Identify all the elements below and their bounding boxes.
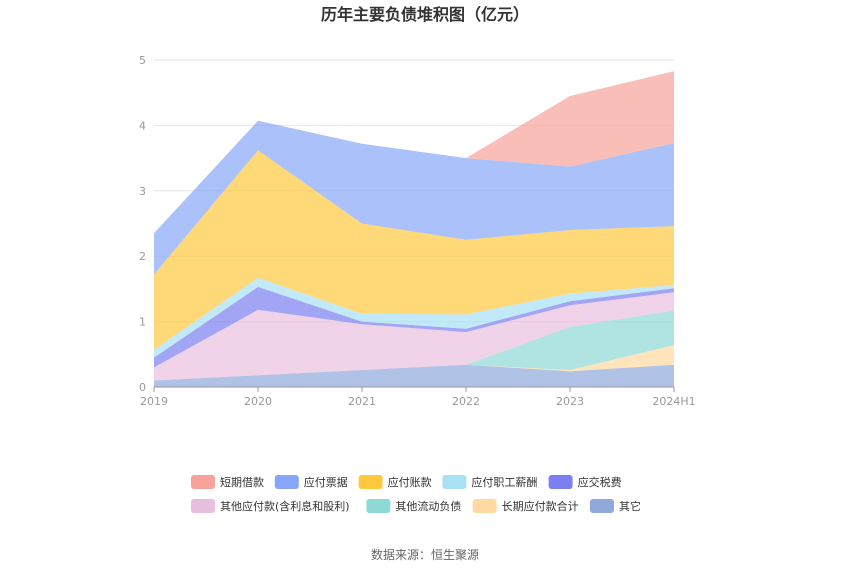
axes: 0 1 2 3 4 5 2019 2020 2021 2022 2023 2024H1: [139, 54, 696, 408]
legend-label: 其他应付款(含利息和股利): [220, 499, 350, 513]
legend-swatch: [191, 499, 215, 513]
area-series-2: [154, 310, 674, 381]
legend-label: 长期应付款合计: [502, 499, 579, 513]
legend-label: 应付账款: [388, 475, 432, 489]
legend-swatch: [358, 475, 383, 489]
legend-label: 其他流动负债: [395, 499, 461, 513]
area-series-8: [154, 71, 674, 234]
legend-label: 应付职工薪酬: [471, 475, 537, 489]
area-series: [154, 71, 674, 387]
legend-swatch: [366, 499, 391, 513]
x-tick-label: 2022: [452, 395, 480, 408]
legend-swatch: [442, 475, 467, 489]
area-series-3: [154, 292, 674, 381]
x-tick-label: 2023: [556, 395, 584, 408]
y-tick-label: 5: [139, 54, 146, 67]
legend-swatch: [548, 475, 573, 489]
x-tick-label: 2020: [244, 395, 272, 408]
x-tick-label: 2024H1: [652, 395, 695, 408]
data-source-label: 数据来源：恒生聚源: [371, 547, 479, 562]
legend-label: 应交税费: [578, 475, 622, 489]
y-tick-label: 4: [139, 119, 146, 132]
x-tick-label: 2019: [140, 395, 168, 408]
y-tick-label: 0: [139, 381, 146, 394]
area-series-0: [154, 364, 674, 387]
area-series-7: [154, 120, 674, 275]
legend-label: 其它: [619, 499, 641, 513]
area-series-5: [154, 277, 674, 358]
y-tick-label: 1: [139, 316, 146, 329]
legend-swatch: [274, 475, 299, 489]
y-tick-label: 2: [139, 250, 146, 263]
area-series-4: [154, 286, 674, 368]
y-tick-label: 3: [139, 185, 146, 198]
legend-label: 短期借款: [220, 475, 264, 489]
x-tick-label: 2021: [348, 395, 376, 408]
legend-swatch: [191, 475, 215, 489]
legend-swatch: [472, 499, 497, 513]
legend-swatch: [590, 499, 614, 513]
area-series-6: [154, 150, 674, 350]
chart-title: 历年主要负债堆积图（亿元）: [321, 5, 529, 24]
legend-label: 应付票据: [304, 475, 348, 489]
